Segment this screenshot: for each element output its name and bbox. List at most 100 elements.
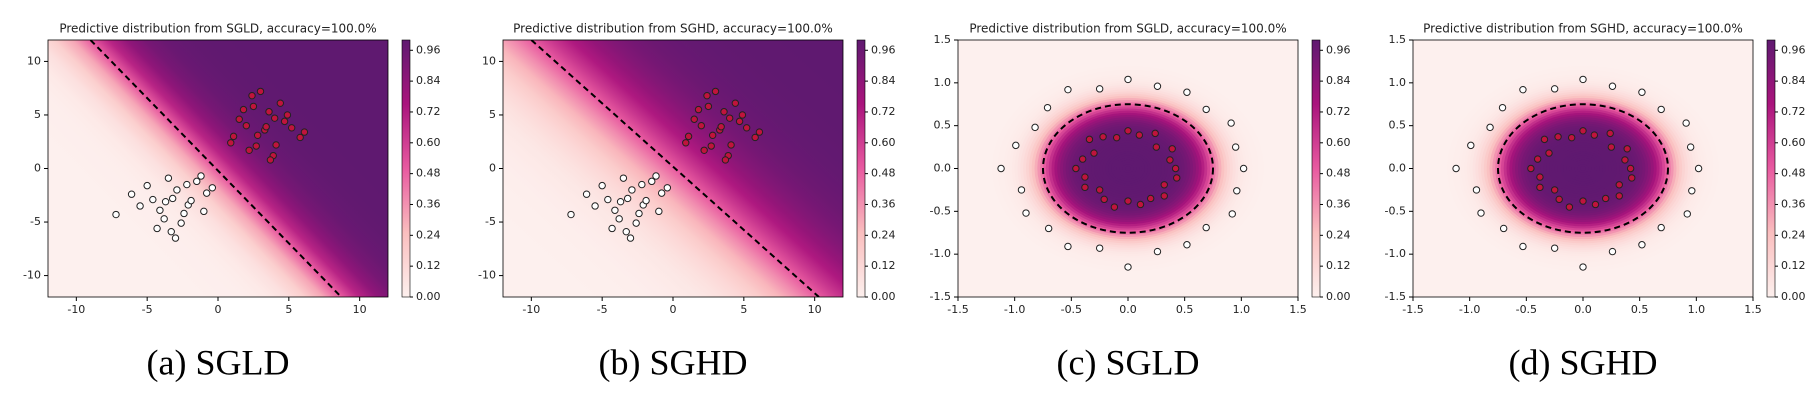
- colorbar-tick-label: 0.00: [871, 290, 896, 303]
- point: [229, 132, 238, 141]
- x-tick-label: 5: [740, 303, 747, 316]
- y-tick-label: -1.0: [930, 247, 951, 260]
- point: [704, 102, 713, 111]
- point: [1694, 164, 1703, 173]
- point: [1467, 141, 1475, 150]
- point: [1228, 210, 1236, 218]
- y-tick-label: 0: [34, 162, 41, 175]
- colorbar: [1766, 39, 1776, 298]
- point: [252, 142, 260, 150]
- point: [1160, 192, 1168, 200]
- point: [272, 141, 280, 149]
- point: [1536, 183, 1544, 192]
- colorbar-tick-label: 0.24: [416, 228, 441, 241]
- point: [1579, 197, 1587, 205]
- point: [1688, 187, 1696, 195]
- x-tick-label: -5: [597, 303, 608, 316]
- point: [1085, 135, 1094, 144]
- point: [1124, 197, 1132, 205]
- colorbar-tick-label: 0.72: [416, 105, 441, 118]
- point: [1554, 133, 1562, 141]
- y-tick-label: 0.0: [1389, 162, 1407, 175]
- point: [265, 108, 273, 116]
- y-tick-label: -0.5: [1385, 204, 1406, 217]
- point: [638, 180, 646, 189]
- point: [1124, 75, 1132, 84]
- point: [245, 146, 253, 154]
- y-tick-label: 1.0: [1389, 76, 1407, 89]
- point: [173, 186, 181, 194]
- colorbar-tick-label: 0.24: [871, 228, 896, 241]
- decision-boundary: [1497, 103, 1669, 234]
- point: [1043, 103, 1052, 112]
- point: [635, 209, 643, 218]
- point: [167, 227, 175, 236]
- y-tick-label: -5: [30, 215, 41, 228]
- y-tick-label: 5: [34, 108, 41, 121]
- chart-title: Predictive distribution from SGHD, accur…: [513, 22, 833, 36]
- point: [280, 117, 289, 126]
- background: [48, 40, 388, 297]
- point: [1153, 82, 1162, 90]
- point: [1615, 181, 1623, 189]
- point: [1623, 145, 1631, 153]
- x-tick-label: 0.0: [1574, 303, 1592, 316]
- colorbar-tick-label: 0.96: [871, 43, 896, 56]
- point: [1166, 156, 1174, 164]
- point: [164, 174, 173, 182]
- point: [582, 190, 591, 198]
- colorbar-tick-label: 0.84: [1781, 74, 1806, 87]
- point: [1231, 143, 1240, 151]
- point: [1683, 210, 1691, 218]
- point: [1135, 131, 1144, 139]
- point: [1567, 133, 1576, 142]
- decision-boundary: [1042, 103, 1214, 234]
- colorbar-tick-label: 0.84: [871, 74, 896, 87]
- point: [1621, 156, 1629, 164]
- x-tick-label: 10: [808, 303, 822, 316]
- colorbar-tick-label: 0.84: [416, 74, 441, 87]
- point: [604, 195, 612, 204]
- point: [1540, 135, 1549, 144]
- chart-title: Predictive distribution from SGLD, accur…: [59, 22, 376, 36]
- colorbar-tick-label: 0.36: [1326, 197, 1351, 210]
- point: [287, 124, 296, 132]
- point: [1146, 194, 1155, 203]
- point: [208, 184, 217, 192]
- colorbar-tick-label: 0.12: [416, 259, 441, 272]
- point: [694, 105, 703, 114]
- point: [1452, 164, 1460, 173]
- point: [652, 172, 660, 180]
- point: [1686, 143, 1695, 151]
- point: [1638, 241, 1646, 249]
- colorbar-tick-label: 0.48: [416, 167, 441, 180]
- point: [1628, 174, 1636, 182]
- colorbar-tick-label: 0.48: [871, 167, 896, 180]
- caption: (c) SGLD: [1057, 342, 1200, 382]
- point: [1498, 103, 1507, 112]
- colorbar-tick-label: 0.24: [1326, 228, 1351, 241]
- point: [276, 99, 285, 107]
- point: [249, 102, 258, 111]
- point: [628, 186, 636, 194]
- point: [1550, 186, 1559, 194]
- y-tick-label: -10: [23, 269, 41, 282]
- point: [1607, 143, 1616, 151]
- point: [751, 133, 759, 142]
- panel: Predictive distribution from SGHD, accur…: [1385, 22, 1806, 383]
- point: [1095, 186, 1104, 194]
- y-tick-label: 1.0: [934, 76, 952, 89]
- point: [682, 139, 690, 147]
- point: [1202, 223, 1210, 232]
- point: [735, 117, 744, 126]
- point: [1533, 155, 1542, 163]
- panel: Predictive distribution from SGHD, accur…: [478, 22, 895, 383]
- point: [1657, 223, 1665, 232]
- point: [1499, 224, 1508, 233]
- point: [1565, 203, 1574, 211]
- point: [1202, 105, 1210, 114]
- point: [1183, 88, 1191, 96]
- point: [1095, 244, 1104, 252]
- x-tick-label: -10: [67, 303, 85, 316]
